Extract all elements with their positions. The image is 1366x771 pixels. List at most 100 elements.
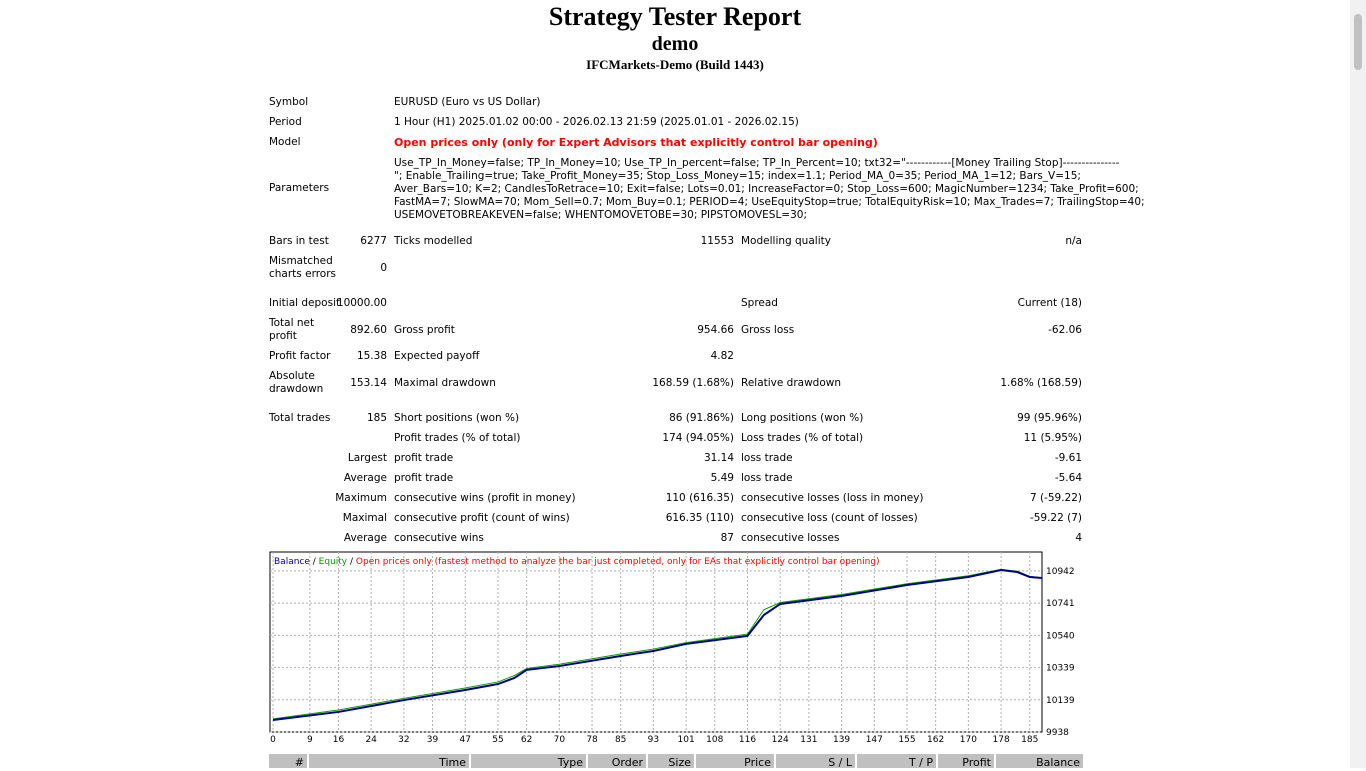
x-tick-label: 155	[898, 735, 915, 745]
stat-value: 1.68% (168.59)	[1000, 376, 1082, 389]
x-tick-label: 101	[678, 735, 695, 745]
stat-label: Initial deposit	[269, 296, 341, 309]
scrollbar[interactable]	[1350, 0, 1366, 768]
stat-label: Short positions (won %)	[394, 411, 520, 424]
stat-label: Long positions (won %)	[741, 411, 864, 424]
legend-item: /	[347, 557, 356, 567]
x-tick-label: 108	[706, 735, 723, 745]
legend-item: Balance	[274, 557, 310, 567]
stat-label: Loss trades (% of total)	[741, 431, 864, 444]
table-header: T / P	[857, 754, 936, 769]
series-line	[272, 568, 1043, 721]
x-tick-label: 16	[333, 735, 345, 745]
legend-item: Equity	[319, 557, 348, 567]
stat-value: 892.60	[350, 323, 387, 336]
stat-label: consecutive profit (count of wins)	[394, 511, 570, 524]
table-header: Time	[309, 754, 469, 769]
table-header: Price	[696, 754, 774, 769]
parameters-line: Use_TP_In_Money=false; TP_In_Money=10; U…	[394, 157, 1120, 169]
table-header: Profit	[938, 754, 994, 769]
stat-value: 168.59 (1.68%)	[652, 376, 734, 389]
stat-value: 10000.00	[336, 296, 387, 309]
info-label: Period	[269, 116, 302, 128]
stat-group: Maximum	[335, 491, 387, 504]
x-tick-label: 93	[648, 735, 659, 745]
stat-group: Maximal	[342, 511, 387, 524]
stat-label: Gross loss	[741, 323, 795, 336]
server-name: IFCMarkets-Demo (Build 1443)	[586, 57, 764, 72]
x-tick-label: 185	[1021, 735, 1038, 745]
stat-value: 11553	[700, 234, 734, 247]
stat-value: -62.06	[1048, 323, 1082, 336]
report-subtitle: demo	[651, 33, 699, 55]
info-label: Model	[269, 136, 301, 148]
legend-item: Open prices only (fastest method to anal…	[356, 557, 880, 567]
stat-value: 4	[1075, 531, 1082, 544]
x-tick-label: 70	[554, 735, 566, 745]
stat-value: 174 (94.05%)	[662, 431, 734, 444]
scroll-thumb[interactable]	[1354, 14, 1362, 70]
stat-value: 87	[720, 531, 734, 544]
chart-frame	[269, 551, 1043, 733]
stat-label: Spread	[741, 296, 778, 309]
y-tick-label: 9938	[1046, 728, 1069, 738]
stat-label: consecutive losses	[741, 531, 840, 544]
stat-value: 616.35 (110)	[665, 511, 734, 524]
stat-value: 6277	[360, 234, 387, 247]
stat-label: profit trade	[394, 471, 454, 484]
x-tick-label: 162	[927, 735, 944, 745]
stat-label: Mismatched charts errors	[269, 255, 336, 280]
stat-group: Largest	[347, 451, 387, 464]
stat-label: consecutive losses (loss in money)	[741, 491, 924, 504]
stat-label: Total trades	[269, 411, 331, 424]
y-tick-label: 10139	[1046, 696, 1075, 706]
stat-value: 31.14	[703, 451, 734, 464]
table-header: Balance	[996, 754, 1083, 769]
info-value: Open prices only (only for Expert Adviso…	[394, 136, 878, 149]
stat-label: Gross profit	[394, 323, 455, 336]
x-tick-label: 124	[772, 735, 789, 745]
stat-label: Relative drawdown	[741, 376, 842, 389]
parameters-line: Aver_Bars=10; K=2; CandlesToRetrace=10; …	[394, 183, 1139, 195]
x-tick-label: 85	[615, 735, 626, 745]
stat-label: Expected payoff	[394, 349, 480, 362]
stat-value: 110 (616.35)	[665, 491, 734, 504]
info-label: Symbol	[269, 96, 309, 108]
stat-group: Average	[343, 471, 387, 484]
legend: Balance / Equity / Open prices only (fas…	[274, 557, 880, 567]
x-tick-label: 116	[739, 735, 756, 745]
stat-value: -5.64	[1054, 471, 1082, 484]
x-tick-label: 47	[460, 735, 471, 745]
stat-label: Profit trades (% of total)	[394, 431, 521, 444]
info-value: EURUSD (Euro vs US Dollar)	[394, 96, 541, 108]
stat-label: Modelling quality	[741, 234, 831, 247]
x-tick-label: 62	[521, 735, 532, 745]
stat-value: Current (18)	[1017, 296, 1082, 309]
table-header: Type	[471, 754, 586, 769]
y-tick-label: 10339	[1046, 664, 1075, 674]
stat-value: 86 (91.86%)	[669, 411, 734, 424]
legend-item: /	[310, 557, 319, 567]
parameters-line: USEMOVETOBREAKEVEN=false; WHENTOMOVETOBE…	[394, 209, 808, 221]
x-tick-label: 9	[307, 735, 313, 745]
stat-label: consecutive loss (count of losses)	[741, 511, 918, 524]
x-tick-label: 0	[270, 735, 276, 745]
stat-value: 185	[366, 411, 387, 424]
stat-label: loss trade	[741, 471, 793, 484]
stat-value: -59.22 (7)	[1029, 511, 1082, 524]
x-tick-label: 170	[960, 735, 977, 745]
x-tick-label: 78	[586, 735, 598, 745]
stat-label: consecutive wins (profit in money)	[394, 491, 576, 504]
stat-value: 11 (5.95%)	[1023, 431, 1082, 444]
x-tick-label: 147	[866, 735, 883, 745]
stat-value: 15.38	[356, 349, 387, 362]
stat-label: profit trade	[394, 451, 454, 464]
parameters-line: "; Enable_Trailing=true; Take_Profit_Mon…	[394, 170, 1081, 182]
x-tick-label: 178	[993, 735, 1010, 745]
stat-value: 7 (-59.22)	[1029, 491, 1082, 504]
table-header: Size	[648, 754, 694, 769]
stat-label: consecutive wins	[394, 531, 484, 544]
x-tick-label: 139	[833, 735, 850, 745]
stat-label: Bars in test	[269, 234, 329, 247]
